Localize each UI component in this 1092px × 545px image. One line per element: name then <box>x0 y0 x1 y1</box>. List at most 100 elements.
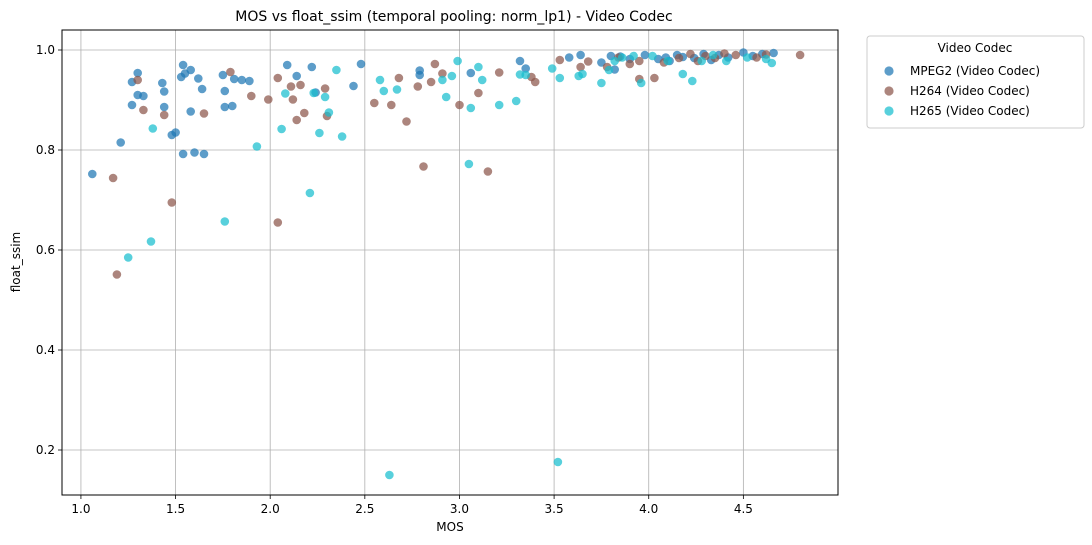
data-point <box>273 73 283 83</box>
data-point <box>197 84 207 94</box>
legend-marker <box>884 106 894 116</box>
data-point <box>720 49 729 58</box>
data-point <box>438 75 447 85</box>
data-point <box>731 50 741 60</box>
data-point <box>220 102 230 112</box>
data-point <box>578 69 587 79</box>
data-point <box>697 56 706 66</box>
data-point <box>769 48 778 58</box>
data-point <box>466 68 476 78</box>
data-point <box>146 237 156 246</box>
data-point <box>678 69 688 79</box>
data-point <box>674 53 684 63</box>
data-point <box>604 65 614 75</box>
data-point <box>583 57 593 66</box>
y-axis-label: float_ssim <box>9 232 23 293</box>
data-point <box>159 87 169 96</box>
data-point <box>292 115 302 125</box>
data-point <box>625 59 635 69</box>
data-point <box>663 56 672 66</box>
x-tick-label: 4.5 <box>734 502 753 516</box>
data-point <box>190 148 199 157</box>
chart-title: MOS vs float_ssim (temporal pooling: nor… <box>235 9 672 25</box>
plot-frame <box>61 29 839 496</box>
data-point <box>305 188 315 198</box>
data-point <box>394 73 404 83</box>
data-point <box>194 74 203 83</box>
data-point <box>320 92 330 102</box>
data-point <box>337 132 347 141</box>
data-point <box>220 86 230 96</box>
data-point <box>555 73 565 83</box>
data-point <box>178 60 188 70</box>
x-tick-label: 3.0 <box>450 502 469 516</box>
data-point <box>555 55 565 65</box>
y-tick-label: 0.4 <box>36 343 55 357</box>
data-point <box>108 173 118 183</box>
data-point <box>521 70 530 80</box>
data-point <box>370 98 379 108</box>
data-point <box>547 64 557 73</box>
data-point <box>466 103 476 113</box>
legend-marker <box>884 66 894 76</box>
data-point <box>722 56 731 66</box>
data-point <box>139 91 148 101</box>
data-point <box>112 270 122 279</box>
data-point <box>387 100 396 110</box>
data-point <box>576 62 585 72</box>
data-point <box>708 50 718 60</box>
data-point <box>752 53 761 62</box>
data-point <box>218 70 228 80</box>
data-point <box>648 51 657 61</box>
data-point <box>688 76 697 86</box>
grid <box>62 30 838 495</box>
data-point <box>307 62 317 72</box>
data-point <box>148 124 158 133</box>
data-point <box>511 96 521 106</box>
legend-box <box>866 35 1085 129</box>
legend-marker <box>884 86 894 96</box>
data-point <box>220 217 230 226</box>
x-axis-ticks: 1.0 1.5 2.0 2.5 3.0 3.5 4.0 4.5 <box>71 495 753 516</box>
data-point <box>494 68 504 77</box>
data-point <box>309 88 319 98</box>
series-2 <box>123 50 777 480</box>
data-point <box>171 128 180 137</box>
data-point <box>617 53 627 62</box>
data-point <box>455 100 464 110</box>
data-point <box>474 62 483 72</box>
legend-label: H264 (Video Codec) <box>910 84 1030 98</box>
data-point <box>530 77 540 87</box>
data-point <box>640 50 650 60</box>
data-point <box>576 50 585 60</box>
data-point <box>415 70 425 80</box>
data-point <box>292 71 302 81</box>
data-point <box>167 198 177 207</box>
data-point <box>464 159 474 169</box>
data-point <box>247 91 256 101</box>
data-point <box>385 470 394 480</box>
y-axis-ticks: 0.2 0.4 0.6 0.8 1.0 <box>36 43 62 457</box>
data-point <box>564 53 574 62</box>
data-point <box>430 59 440 69</box>
y-tick-label: 0.6 <box>36 243 55 257</box>
data-point <box>199 109 209 118</box>
y-tick-label: 1.0 <box>36 43 55 57</box>
data-point <box>133 75 142 85</box>
data-point <box>127 100 137 110</box>
legend-entries: MPEG2 (Video Codec) H264 (Video Codec) H26… <box>884 64 1040 118</box>
data-point <box>324 108 334 117</box>
legend-label: H265 (Video Codec) <box>910 104 1030 118</box>
data-point <box>159 110 169 120</box>
data-point <box>226 67 235 77</box>
data-point <box>252 142 262 151</box>
x-tick-label: 3.5 <box>545 502 564 516</box>
data-point <box>139 105 148 115</box>
x-tick-label: 4.0 <box>639 502 658 516</box>
data-point <box>282 60 292 70</box>
data-point <box>795 50 805 60</box>
data-point <box>228 101 237 111</box>
data-points <box>88 48 805 480</box>
data-point <box>116 138 125 147</box>
